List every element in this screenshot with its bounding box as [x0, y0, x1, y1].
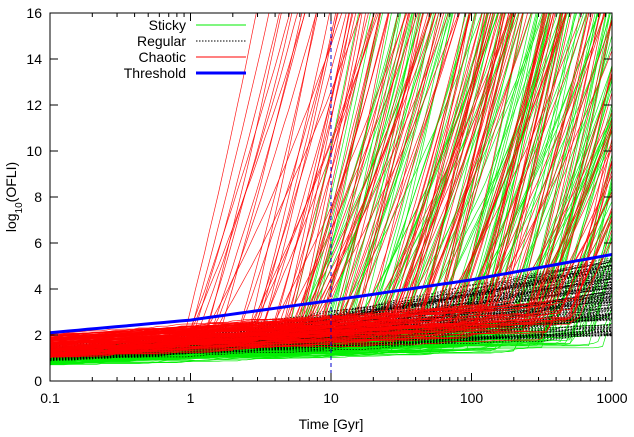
y-tick-label: 14	[26, 51, 42, 67]
x-tick-label: 0.1	[40, 390, 60, 406]
trajectory-line	[50, 13, 547, 355]
y-tick-label: 10	[26, 143, 42, 159]
x-tick-label: 100	[460, 390, 484, 406]
trajectory-line	[50, 13, 375, 341]
trajectory-line	[50, 13, 551, 357]
trajectory-line	[50, 169, 612, 342]
legend-label-threshold: Threshold	[124, 65, 186, 81]
trajectory-line	[50, 138, 612, 352]
threshold-line	[50, 253, 612, 335]
legend-label-sticky: Sticky	[149, 17, 186, 33]
y-tick-label: 0	[34, 373, 42, 389]
y-tick-label: 8	[34, 189, 42, 205]
trajectory-line	[50, 13, 377, 351]
trajectory-line	[50, 13, 552, 344]
trajectory-line	[50, 13, 503, 336]
y-tick-labels: 0 2 4 6 8 10 12 14 16	[26, 5, 42, 389]
trajectory-line	[50, 13, 460, 340]
trajectory-line	[50, 13, 545, 363]
trajectory-line	[50, 13, 375, 359]
trajectory-bundles	[50, 13, 612, 366]
trajectory-line	[50, 13, 337, 335]
axis-ticks	[49, 12, 613, 382]
legend-label-chaotic: Chaotic	[139, 49, 186, 65]
y-tick-label: 6	[34, 235, 42, 251]
trajectory-line	[50, 13, 319, 358]
trajectory-line	[50, 13, 380, 363]
trajectory-line	[50, 13, 588, 353]
trajectory-line	[50, 13, 555, 335]
y-tick-label: 16	[26, 5, 42, 21]
trajectory-line	[50, 13, 594, 351]
trajectory-line	[50, 13, 447, 359]
trajectory-line	[50, 13, 390, 357]
trajectory-line	[50, 13, 306, 348]
legend-label-regular: Regular	[137, 33, 186, 49]
x-tick-label: 1000	[596, 390, 627, 406]
series-chaotic	[50, 13, 612, 359]
x-tick-label: 10	[323, 390, 339, 406]
trajectory-line	[50, 13, 353, 343]
y-axis-label: log10(OFLI)	[3, 162, 25, 232]
trajectory-line	[50, 13, 357, 344]
trajectory-line	[50, 13, 303, 343]
y-tick-label: 2	[34, 327, 42, 343]
x-tick-label: 1	[187, 390, 195, 406]
y-tick-label: 4	[34, 281, 42, 297]
x-tick-labels: 0.1 1 10 100 1000	[40, 390, 628, 406]
trajectory-line	[50, 13, 590, 349]
trajectory-line	[50, 266, 612, 352]
trajectory-line	[50, 13, 445, 347]
trajectory-line	[50, 13, 513, 352]
trajectory-line	[50, 13, 338, 341]
trajectory-line	[50, 13, 524, 341]
x-axis-label: Time [Gyr]	[299, 416, 364, 432]
threshold-layer	[50, 253, 612, 335]
y-tick-label: 12	[26, 97, 42, 113]
trajectory-line	[50, 261, 612, 352]
trajectory-line	[50, 13, 330, 340]
